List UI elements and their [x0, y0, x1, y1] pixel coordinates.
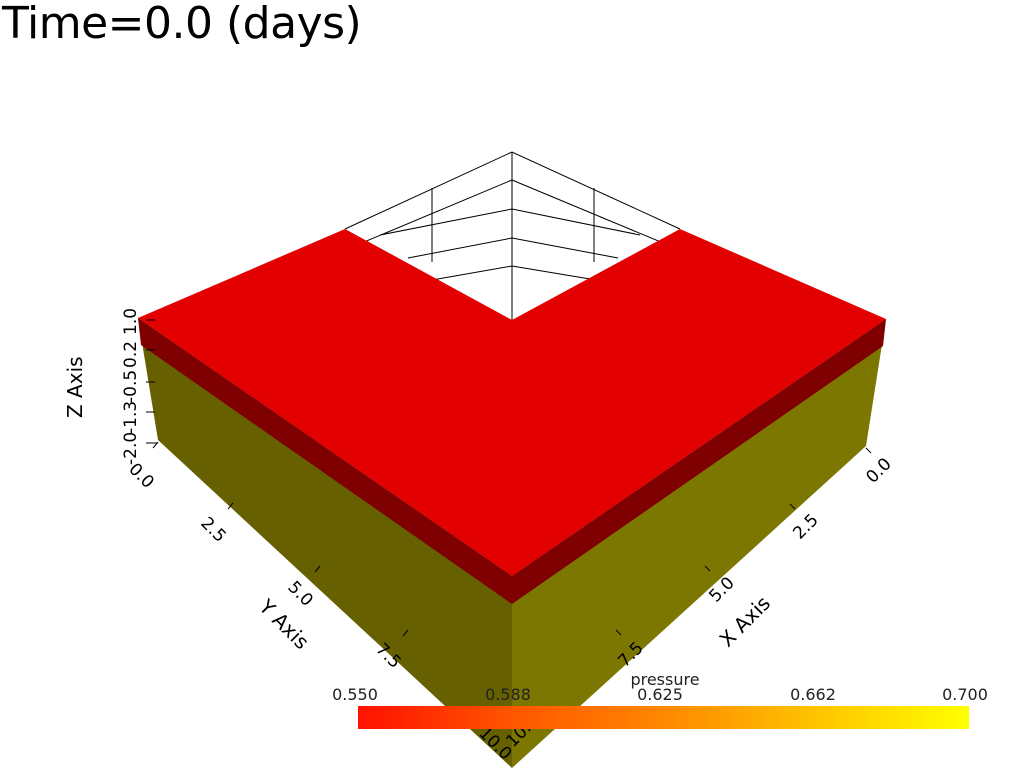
time-title: Time=0.0 (days)	[2, 0, 362, 49]
x-tick-label: 0.0	[862, 454, 895, 487]
z-tick-label: -0.5	[121, 370, 141, 403]
colorbar-tick-label: 0.625	[637, 685, 683, 704]
colorbar-scale	[358, 706, 969, 729]
z-tick-label: 0.2	[121, 341, 141, 368]
right-side-dark-band	[512, 319, 886, 604]
y-tick-label: 2.5	[196, 513, 229, 546]
z-axis-ticks	[146, 319, 157, 444]
x-tick-label: 2.5	[789, 510, 822, 543]
colorbar-tick-label: 0.700	[942, 685, 988, 704]
z-tick-label: -2.0	[121, 432, 141, 465]
z-axis-label: Z Axis	[63, 356, 87, 418]
z-tick-label: 1.0	[121, 308, 141, 335]
back-grid	[344, 151, 681, 322]
colorbar-tick-label: 0.550	[332, 685, 378, 704]
colorbar: pressure 0.550 0.588 0.625 0.662 0.700	[332, 670, 988, 729]
right-side-face	[512, 319, 886, 768]
colorbar-tick-label: 0.588	[485, 685, 531, 704]
y-axis-ticks	[152, 441, 409, 637]
x-axis-ticks	[615, 447, 872, 636]
colorbar-tick-label: 0.662	[790, 685, 836, 704]
z-tick-label: -1.3	[121, 401, 141, 434]
left-side-face	[138, 318, 512, 768]
colorbar-title: pressure	[630, 670, 699, 689]
top-face	[138, 229, 886, 576]
left-side-dark-band	[138, 318, 512, 604]
